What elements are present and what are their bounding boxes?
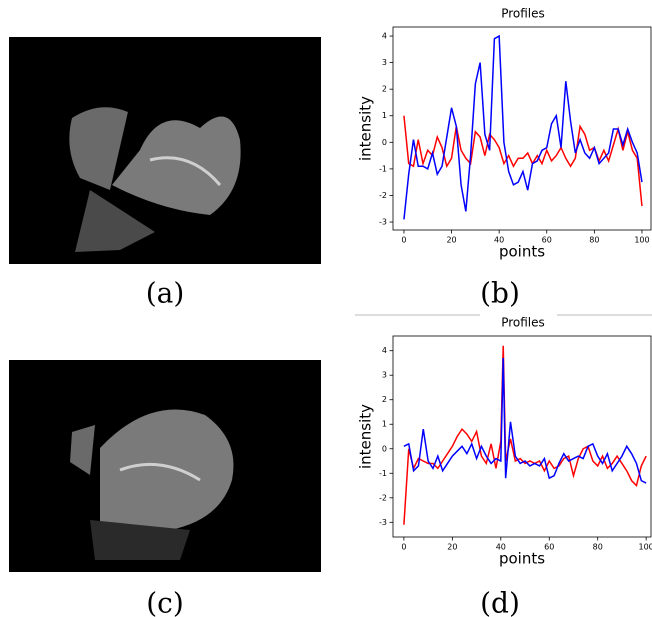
x-tick-label: 60 (544, 543, 554, 552)
x-tick-label: 20 (446, 236, 456, 245)
y-axis-label: intensity (357, 404, 375, 469)
caption: (d) (480, 587, 520, 617)
x-axis-label: points (499, 243, 545, 261)
x-tick-label: 80 (593, 543, 603, 552)
y-tick-label: 1 (382, 420, 387, 429)
y-axis-label: intensity (357, 96, 375, 161)
y-tick-label: -2 (379, 493, 387, 502)
x-axis-label: points (499, 550, 545, 568)
y-tick-label: -2 (379, 191, 387, 200)
y-tick-label: 2 (382, 85, 387, 94)
y-tick-label: 0 (382, 444, 387, 453)
chart-title: Profiles (501, 316, 545, 330)
x-tick-label: 100 (639, 543, 652, 552)
caption: (b) (480, 277, 520, 310)
y-tick-label: 0 (382, 138, 387, 147)
x-tick-label: 40 (496, 543, 506, 552)
y-tick-label: 1 (382, 111, 387, 120)
y-tick-label: -3 (379, 218, 387, 227)
y-tick-label: 3 (382, 371, 387, 380)
y-tick-label: -1 (379, 469, 387, 478)
y-tick-label: 4 (382, 32, 387, 41)
y-tick-label: -1 (379, 164, 387, 173)
x-tick-label: 20 (447, 543, 457, 552)
y-tick-label: 4 (382, 346, 387, 355)
caption: (c) (146, 587, 184, 617)
x-tick-label: 40 (494, 236, 504, 245)
x-tick-label: 0 (401, 236, 406, 245)
x-tick-label: 80 (589, 236, 599, 245)
y-tick-label: 3 (382, 58, 387, 67)
axes-frame (392, 26, 652, 231)
profile-line (403, 358, 647, 484)
image-a (9, 37, 321, 264)
chart-title: Profiles (501, 7, 545, 21)
y-tick-label: 2 (382, 395, 387, 404)
profile-line (403, 345, 647, 525)
x-tick-label: 60 (542, 236, 552, 245)
profile-line (403, 34, 643, 220)
image-c (9, 360, 321, 572)
caption: (a) (146, 277, 185, 310)
x-tick-label: 0 (401, 543, 406, 552)
axes-frame (392, 335, 652, 538)
y-tick-label: -3 (379, 518, 387, 527)
x-tick-label: 100 (634, 236, 649, 245)
